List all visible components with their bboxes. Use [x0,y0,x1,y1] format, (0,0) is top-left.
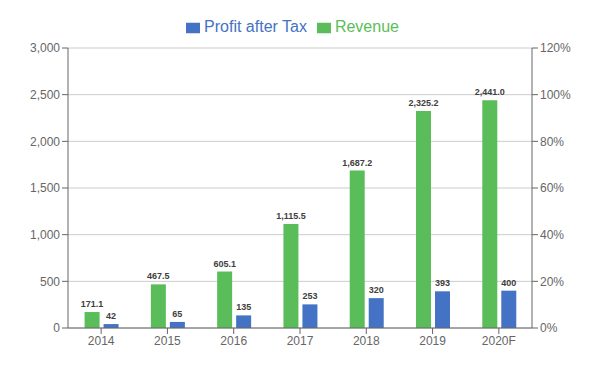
svg-text:2,500: 2,500 [30,88,60,102]
svg-text:2020F: 2020F [482,334,516,348]
svg-text:320: 320 [369,285,384,295]
svg-text:3,000: 3,000 [30,41,60,55]
svg-text:2,000: 2,000 [30,135,60,149]
svg-text:2018: 2018 [353,334,380,348]
svg-text:400: 400 [501,278,516,288]
svg-text:1,000: 1,000 [30,228,60,242]
svg-text:100%: 100% [540,88,571,102]
svg-text:120%: 120% [540,41,571,55]
svg-text:2016: 2016 [220,334,247,348]
svg-text:2014: 2014 [88,334,115,348]
svg-text:253: 253 [302,291,317,301]
svg-text:2,441.0: 2,441.0 [475,87,505,97]
svg-text:500: 500 [40,275,60,289]
svg-text:605.1: 605.1 [213,259,236,269]
svg-text:2015: 2015 [154,334,181,348]
svg-text:2017: 2017 [287,334,314,348]
html-text:Profit after Tax: Profit after Tax [204,18,307,35]
svg-text:20%: 20% [540,275,564,289]
html-text:Revenue: Revenue [334,18,399,35]
svg-text:65: 65 [172,309,182,319]
svg-text:171.1: 171.1 [81,299,104,309]
svg-text:467.5: 467.5 [147,271,170,281]
svg-text:0: 0 [53,321,60,335]
svg-text:40%: 40% [540,228,564,242]
svg-text:2,325.2: 2,325.2 [408,98,438,108]
svg-text:80%: 80% [540,135,564,149]
svg-text:42: 42 [106,311,116,321]
svg-text:1,115.5: 1,115.5 [276,211,306,221]
svg-text:60%: 60% [540,181,564,195]
svg-text:1,500: 1,500 [30,181,60,195]
svg-text:0%: 0% [540,321,558,335]
svg-text:2019: 2019 [419,334,446,348]
svg-text:135: 135 [236,302,251,312]
svg-text:1,687.2: 1,687.2 [342,158,372,168]
svg-text:393: 393 [435,278,450,288]
